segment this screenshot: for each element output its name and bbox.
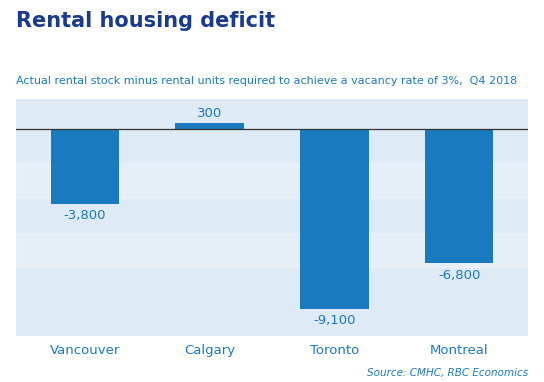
- Text: -6,800: -6,800: [438, 269, 480, 282]
- Text: Rental housing deficit: Rental housing deficit: [16, 11, 275, 31]
- Bar: [16, 233, 528, 267]
- Bar: [51, 129, 119, 204]
- Text: Source: CMHC, RBC Economics: Source: CMHC, RBC Economics: [367, 368, 528, 378]
- Bar: [300, 129, 369, 309]
- Text: -9,100: -9,100: [313, 314, 356, 327]
- Text: 300: 300: [197, 107, 222, 120]
- Bar: [16, 163, 528, 198]
- Text: -3,800: -3,800: [64, 209, 106, 222]
- Bar: [175, 123, 244, 129]
- Text: Actual rental stock minus rental units required to achieve a vacancy rate of 3%,: Actual rental stock minus rental units r…: [16, 76, 517, 86]
- Bar: [425, 129, 493, 263]
